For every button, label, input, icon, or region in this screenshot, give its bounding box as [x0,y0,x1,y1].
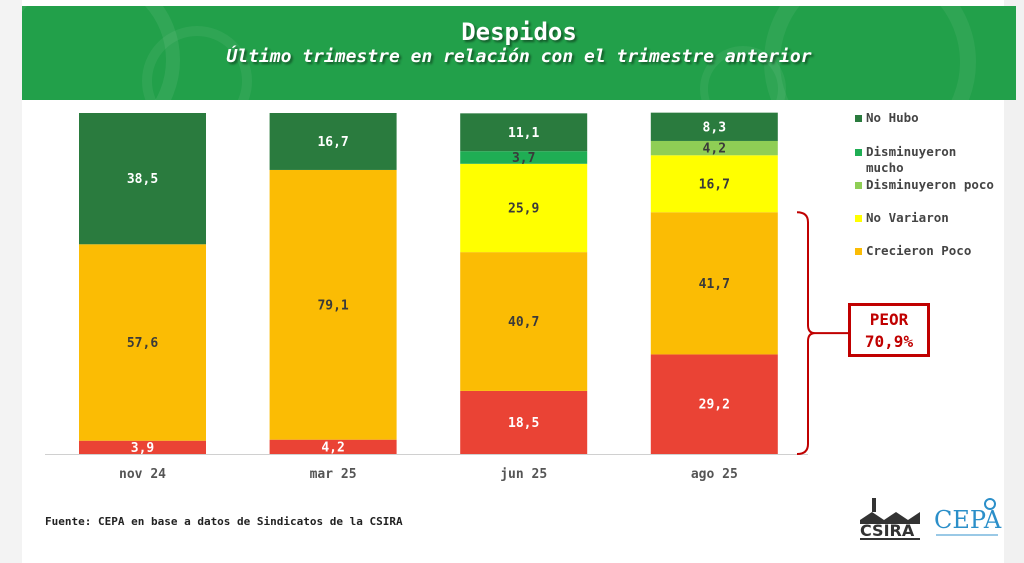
x-tick-label: jun 25 [500,467,547,482]
data-label: 8,3 [703,120,726,135]
data-label: 25,9 [508,201,539,216]
data-label: 4,2 [321,440,344,455]
legend-label: Crecieron Poco [866,243,972,258]
bar-segment [269,439,397,454]
csira-logo: CSIRA [860,498,920,540]
legend-label: Disminuyeron poco [866,177,994,192]
bar-segment [460,390,588,454]
data-label: 79,1 [317,298,348,313]
bar-segment [460,163,588,253]
legend-label: No Hubo [866,110,919,125]
bar-segment [79,244,206,441]
bar-segment [650,155,778,213]
peor-callout: PEOR 70,9% [848,303,930,357]
bar-segment [460,151,588,164]
data-label: 3,9 [131,441,154,456]
bar-segment [269,113,397,170]
legend-label: No Variaron [866,210,949,225]
legend-item: Disminuyeron poco [855,177,1001,193]
banner-decoration [142,26,252,100]
legend-item: No Hubo [855,110,1001,126]
data-label: 41,7 [699,277,730,292]
cepa-logo-text: CEPA [934,506,1002,534]
data-label: 3,7 [512,151,535,166]
bar-segment [79,440,206,454]
callout-value: 70,9% [864,332,914,351]
data-label: 29,2 [699,398,730,413]
bar-segment [650,212,778,355]
right-margin [1004,0,1024,563]
x-tick-label: nov 24 [119,467,166,482]
legend-swatch [855,215,862,222]
legend-item: Disminuyeron mucho [855,144,1001,176]
legend-swatch [855,248,862,255]
cepa-logo: CEPA [934,498,1002,536]
bar-segment [460,113,588,152]
csira-logo-text: CSIRA [860,521,915,540]
legend-swatch [855,149,862,156]
data-label: 16,7 [699,177,730,192]
data-label: 16,7 [317,135,348,150]
data-label: 57,6 [127,336,158,351]
bar-segment [650,140,778,156]
x-tick-label: mar 25 [310,467,357,482]
bar-segment [650,354,778,454]
data-label: 40,7 [508,315,539,330]
legend-swatch [855,115,862,122]
legend-item: Crecieron Poco [855,243,1001,259]
chart-subtitle: Último trimestre en relación con el trim… [226,46,812,67]
data-label: 38,5 [127,172,158,187]
chart-title: Despidos [461,18,577,46]
banner-decoration [700,46,786,100]
left-margin [0,0,22,563]
bar-segment [269,169,397,440]
annotation-bracket [796,211,816,455]
header-banner: Despidos Último trimestre en relación co… [22,6,1016,100]
data-label: 4,2 [703,142,726,157]
bar-segment [460,252,588,391]
data-label: 11,1 [508,126,539,141]
data-label: 18,5 [508,416,539,431]
x-tick-label: ago 25 [691,467,738,482]
legend-label: Disminuyeron mucho [866,144,957,175]
bar-segment [650,112,778,141]
source-note: Fuente: CEPA en base a datos de Sindicat… [45,515,403,528]
legend-swatch [855,182,862,189]
bar-segment [79,113,206,245]
legend-item: No Variaron [855,210,1001,226]
callout-label: PEOR [869,310,909,329]
